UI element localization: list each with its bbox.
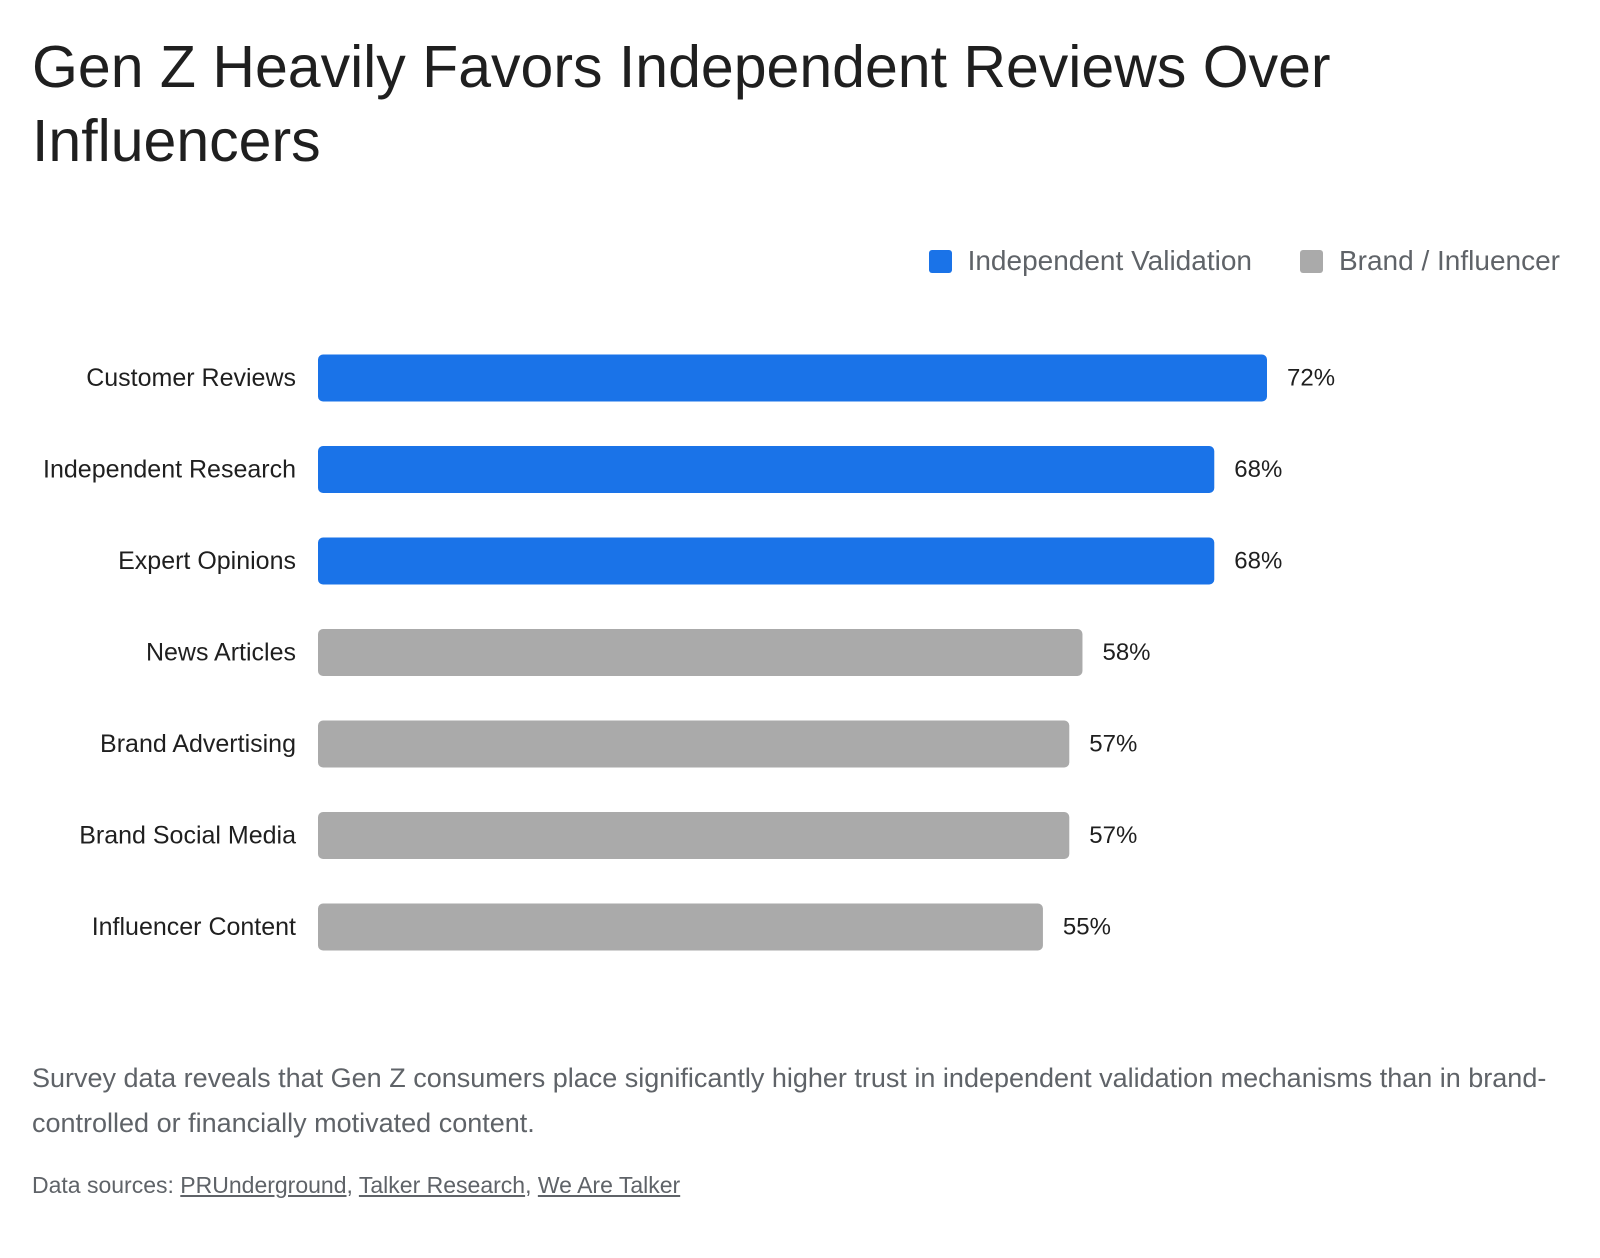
- legend-swatch-brand-influencer: [1299, 249, 1323, 273]
- legend-label-brand-influencer: Brand / Influencer: [1338, 245, 1560, 276]
- chart-title: Gen Z Heavily Favors Independent Reviews…: [32, 34, 1331, 174]
- category-label-brand-advertising: Brand Advertising: [100, 730, 296, 758]
- sources-prefix: Data sources:: [32, 1172, 181, 1198]
- bar-brand-advertising: [318, 720, 1070, 768]
- chart-legend: Independent Validation Brand / Influence…: [928, 240, 1560, 282]
- category-label-expert-opinions: Expert Opinions: [118, 547, 296, 575]
- value-label-brand-social-media: 57%: [1089, 822, 1137, 849]
- value-label-customer-reviews: 72%: [1287, 365, 1335, 392]
- bar-expert-opinions: [318, 537, 1215, 585]
- legend-item-independent-validation: Independent Validation: [928, 245, 1252, 277]
- legend-swatch-independent-validation: [928, 249, 952, 273]
- category-label-news-articles: News Articles: [146, 639, 296, 667]
- source-link-talker-research[interactable]: Talker Research: [358, 1172, 526, 1198]
- value-label-independent-research: 68%: [1234, 456, 1282, 483]
- value-label-news-articles: 58%: [1102, 639, 1150, 666]
- sources-separator: ,: [346, 1172, 359, 1198]
- bar-news-articles: [318, 629, 1083, 676]
- category-label-influencer-content: Influencer Content: [92, 913, 296, 941]
- source-link-prunderground[interactable]: PRUnderground: [180, 1172, 347, 1198]
- bar-brand-social-media: [318, 812, 1070, 859]
- data-sources: Data sources: PRUnderground, Talker Rese…: [32, 1168, 680, 1202]
- bar-influencer-content: [318, 903, 1043, 951]
- value-label-influencer-content: 55%: [1063, 914, 1111, 941]
- chart-description: Survey data reveals that Gen Z consumers…: [32, 1063, 1547, 1138]
- category-label-brand-social-media: Brand Social Media: [79, 822, 296, 850]
- source-link-we-are-talker[interactable]: We Are Talker: [537, 1172, 681, 1198]
- category-label-independent-research: Independent Research: [43, 456, 296, 484]
- sources-separator: ,: [525, 1172, 538, 1198]
- legend-item-brand-influencer: Brand / Influencer: [1299, 245, 1560, 277]
- bar-chart: Customer Reviews 72% Independent Research 6…: [43, 354, 1335, 951]
- value-label-brand-advertising: 57%: [1089, 731, 1137, 758]
- bar-customer-reviews: [318, 354, 1267, 402]
- category-label-customer-reviews: Customer Reviews: [86, 364, 296, 392]
- value-label-expert-opinions: 68%: [1234, 548, 1282, 575]
- bar-independent-research: [318, 446, 1215, 493]
- legend-label-independent-validation: Independent Validation: [967, 245, 1252, 276]
